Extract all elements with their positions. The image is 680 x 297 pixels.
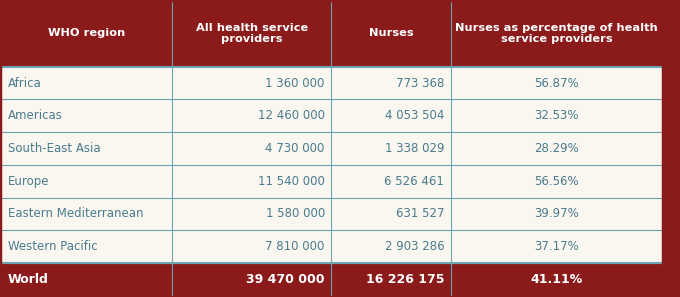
Bar <box>0 198 172 230</box>
Text: All health service
providers: All health service providers <box>196 23 308 44</box>
Text: 631 527: 631 527 <box>396 207 444 220</box>
Bar <box>451 0 663 67</box>
Bar <box>0 67 172 99</box>
Bar <box>451 99 663 132</box>
Text: 16 226 175: 16 226 175 <box>366 274 444 286</box>
Text: 39 470 000: 39 470 000 <box>246 274 325 286</box>
Text: 41.11%: 41.11% <box>531 274 583 286</box>
Bar <box>172 99 331 132</box>
Text: 56.87%: 56.87% <box>534 77 579 90</box>
Bar <box>0 132 172 165</box>
Text: 1 360 000: 1 360 000 <box>265 77 325 90</box>
Bar <box>0 165 172 198</box>
Bar <box>331 165 451 198</box>
Text: 12 460 000: 12 460 000 <box>258 109 325 122</box>
Bar <box>172 165 331 198</box>
Bar <box>451 230 663 263</box>
Bar <box>172 132 331 165</box>
Bar <box>172 0 331 67</box>
Bar <box>331 198 451 230</box>
Bar <box>331 132 451 165</box>
Text: 1 338 029: 1 338 029 <box>385 142 444 155</box>
Text: 4 053 504: 4 053 504 <box>385 109 444 122</box>
Text: 11 540 000: 11 540 000 <box>258 175 325 188</box>
Bar <box>0 263 172 297</box>
Text: 773 368: 773 368 <box>396 77 444 90</box>
Bar <box>0 230 172 263</box>
Text: Nurses as percentage of health
service providers: Nurses as percentage of health service p… <box>456 23 658 44</box>
Bar <box>0 99 172 132</box>
Bar <box>451 263 663 297</box>
Text: World: World <box>8 274 49 286</box>
Text: 56.56%: 56.56% <box>534 175 579 188</box>
Bar <box>331 230 451 263</box>
Bar <box>172 263 331 297</box>
Bar <box>172 230 331 263</box>
Text: Eastern Mediterranean: Eastern Mediterranean <box>8 207 143 220</box>
Text: 4 730 000: 4 730 000 <box>265 142 325 155</box>
Text: 7 810 000: 7 810 000 <box>265 240 325 253</box>
Bar <box>451 165 663 198</box>
Text: 28.29%: 28.29% <box>534 142 579 155</box>
Text: 1 580 000: 1 580 000 <box>266 207 325 220</box>
Text: Nurses: Nurses <box>369 29 413 38</box>
Bar <box>0 0 172 67</box>
Text: 39.97%: 39.97% <box>534 207 579 220</box>
Bar <box>451 132 663 165</box>
Bar <box>172 198 331 230</box>
Text: South-East Asia: South-East Asia <box>8 142 101 155</box>
Text: Africa: Africa <box>8 77 41 90</box>
Bar <box>451 67 663 99</box>
Bar <box>451 198 663 230</box>
Text: 37.17%: 37.17% <box>534 240 579 253</box>
Bar <box>331 263 451 297</box>
Bar <box>331 99 451 132</box>
Text: 2 903 286: 2 903 286 <box>385 240 444 253</box>
Bar <box>331 0 451 67</box>
Text: Western Pacific: Western Pacific <box>8 240 98 253</box>
Text: 6 526 461: 6 526 461 <box>384 175 444 188</box>
Text: Europe: Europe <box>8 175 50 188</box>
Text: Americas: Americas <box>8 109 63 122</box>
Text: 32.53%: 32.53% <box>534 109 579 122</box>
Bar <box>172 67 331 99</box>
Bar <box>331 67 451 99</box>
Text: WHO region: WHO region <box>48 29 125 38</box>
